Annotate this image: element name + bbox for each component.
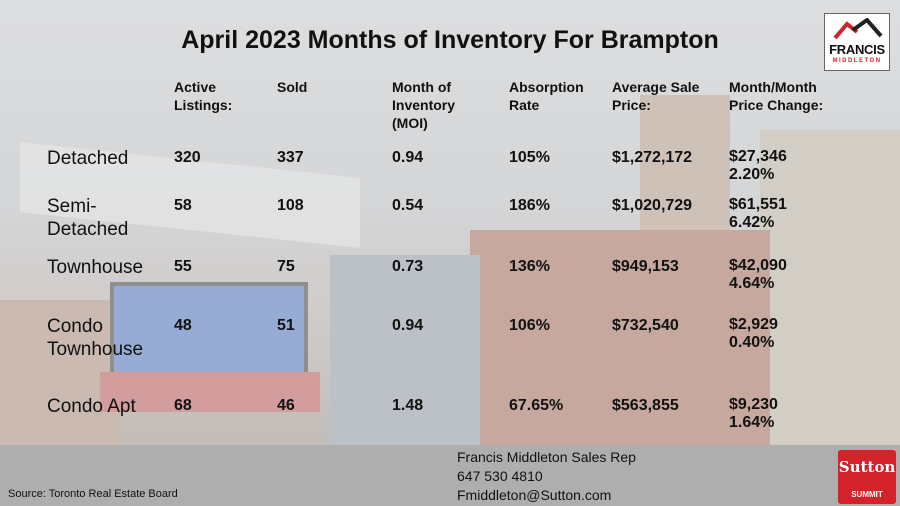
price-change-percent: 6.42% [729,214,775,231]
francis-middleton-logo: FRANCIS MIDDLETON [824,13,890,71]
column-header-line: Month/Month [729,79,817,95]
price-change-percent: 1.64% [729,414,775,431]
price-change-amount: $61,551 [729,196,787,213]
row-label: Detached [47,147,128,170]
column-header-line: Listings: [174,97,233,113]
cell-active-listings: 58 [174,197,192,214]
cell-absorption-rate: 106% [509,317,550,334]
row-label: Condo Apt [47,395,136,418]
contact-phone: 647 530 4810 [457,468,543,484]
cell-price-change: $2,929 0.40% [729,316,778,352]
cell-months-of-inventory: 0.54 [392,197,424,214]
cell-absorption-rate: 186% [509,197,550,214]
price-change-amount: $27,346 [729,148,787,165]
sutton-logo: Sutton SUMMIT [838,450,896,504]
contact-name: Francis Middleton Sales Rep [457,449,636,465]
cell-months-of-inventory: 0.94 [392,317,424,334]
row-label: Townhouse [47,256,143,279]
cell-average-sale-price: $949,153 [612,258,679,275]
row-label-line: Detached [47,148,129,169]
cell-price-change: $61,551 6.42% [729,196,787,232]
cell-sold: 75 [277,258,295,275]
column-header-line: Active [174,79,217,95]
cell-sold: 46 [277,397,295,414]
column-header-line: Inventory [392,97,456,113]
cell-active-listings: 320 [174,149,201,166]
cell-active-listings: 55 [174,258,192,275]
cell-active-listings: 68 [174,397,192,414]
cell-sold: 108 [277,197,304,214]
row-label: Condo Townhouse [47,315,143,361]
row-label-line: Detached [47,219,129,240]
price-change-percent: 4.64% [729,275,775,292]
cell-sold: 337 [277,149,304,166]
price-change-amount: $42,090 [729,257,787,274]
cell-months-of-inventory: 0.94 [392,149,424,166]
column-header-line: Average Sale [612,79,700,95]
column-header-active-listings: Active Listings: [174,78,232,114]
cell-months-of-inventory: 1.48 [392,397,424,414]
sutton-name: Sutton [838,458,896,476]
cell-months-of-inventory: 0.73 [392,258,424,275]
column-header-months-of-inventory: Month of Inventory (MOI) [392,78,455,132]
source-note: Source: Toronto Real Estate Board [8,488,178,500]
column-header-sold: Sold [277,78,307,96]
cell-price-change: $27,346 2.20% [729,148,787,184]
cell-price-change: $9,230 1.64% [729,396,778,432]
column-header-line: Month of [392,79,452,95]
row-label-line: Semi- [47,196,97,217]
sutton-sub: SUMMIT [851,490,883,499]
column-header-line: Absorption [509,79,584,95]
column-header-line: Sold [277,79,308,95]
row-label-line: Condo Apt [47,396,136,417]
cell-absorption-rate: 105% [509,149,550,166]
house-roof-icon [833,18,883,40]
row-label-line: Condo [47,316,103,337]
column-header-line: Rate [509,97,540,113]
contact-block: Francis Middleton Sales Rep 647 530 4810… [457,448,636,505]
row-label-line: Townhouse [47,339,144,360]
price-change-percent: 2.20% [729,166,775,183]
cell-price-change: $42,090 4.64% [729,257,787,293]
cell-active-listings: 48 [174,317,192,334]
cell-absorption-rate: 67.65% [509,397,564,414]
column-header-absorption-rate: Absorption Rate [509,78,584,114]
column-header-line: (MOI) [392,115,428,131]
column-header-line: Price Change: [729,97,824,113]
logo-sub: MIDDLETON [832,58,882,64]
page-title: April 2023 Months of Inventory For Bramp… [181,26,719,54]
cell-average-sale-price: $732,540 [612,317,679,334]
price-change-amount: $2,929 [729,316,778,333]
cell-sold: 51 [277,317,295,334]
cell-average-sale-price: $1,272,172 [612,149,693,166]
column-header-line: Price: [612,97,651,113]
column-header-average-sale-price: Average Sale Price: [612,78,699,114]
cell-average-sale-price: $563,855 [612,397,679,414]
price-change-amount: $9,230 [729,396,778,413]
logo-name: FRANCIS [829,42,885,57]
row-label-line: Townhouse [47,257,144,278]
row-label: Semi- Detached [47,195,128,241]
column-header-price-change: Month/Month Price Change: [729,78,823,114]
cell-average-sale-price: $1,020,729 [612,197,693,214]
contact-email: Fmiddleton@Sutton.com [457,487,612,503]
price-change-percent: 0.40% [729,334,775,351]
cell-absorption-rate: 136% [509,258,550,275]
